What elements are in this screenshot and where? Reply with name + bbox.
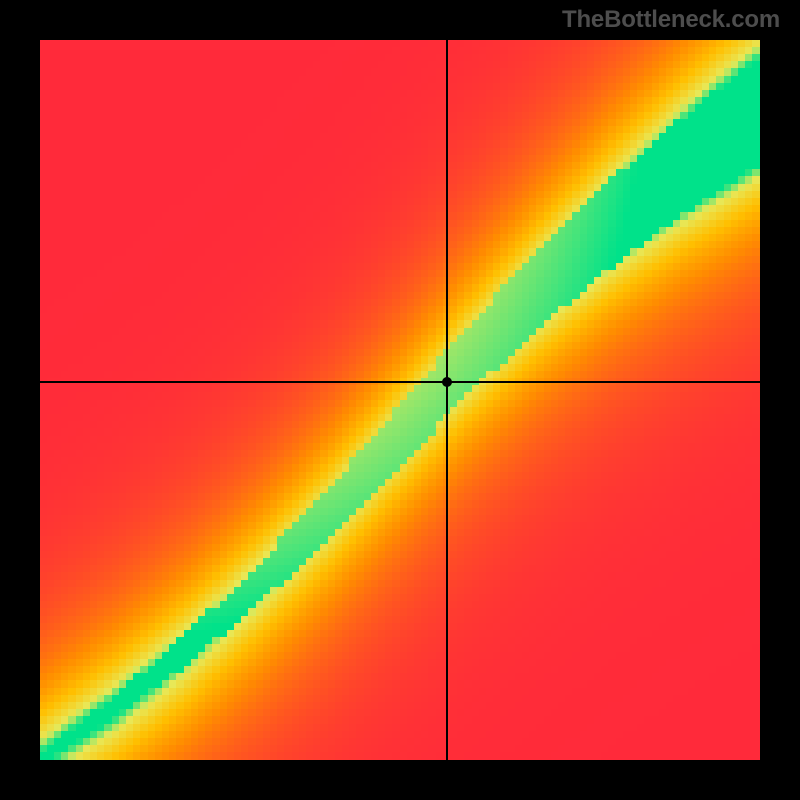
heatmap-plot (40, 40, 760, 760)
crosshair-marker (442, 377, 452, 387)
crosshair-horizontal (40, 381, 760, 383)
crosshair-vertical (446, 40, 448, 760)
heatmap-canvas (40, 40, 760, 760)
watermark-text: TheBottleneck.com (562, 6, 780, 34)
